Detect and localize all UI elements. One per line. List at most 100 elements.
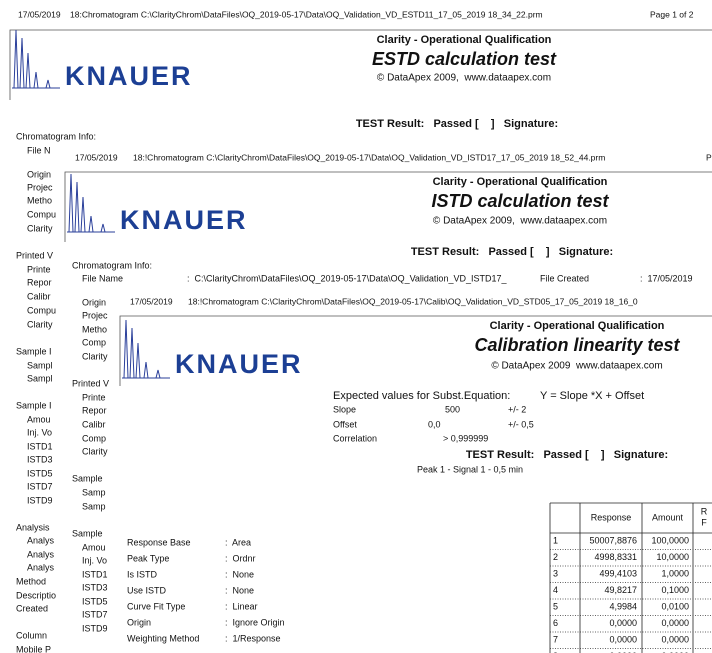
setting-value: : 1/Response — [225, 633, 281, 643]
logo-text: KNAUER — [175, 349, 303, 379]
info-label: Chromatogram Info: — [72, 260, 152, 270]
equation-formula: Y = Slope *X + Offset — [540, 390, 644, 402]
peak-caption: Peak 1 - Signal 1 - 0,5 min — [417, 464, 523, 474]
logo-text: KNAUER — [120, 205, 248, 235]
equation-cell: +/- 2 — [508, 404, 526, 414]
info-label: ISTD1 — [82, 569, 108, 579]
table-header: F — [701, 517, 707, 527]
equation-heading: Expected values for Subst.Equation: — [333, 390, 510, 402]
info-label: Sample — [72, 528, 103, 538]
info-label: Descriptio — [16, 590, 56, 600]
table-cell: 1,0000 — [661, 569, 689, 579]
info-label: Analys — [27, 562, 55, 572]
page-sheet — [120, 292, 712, 653]
setting-value: : Linear — [225, 601, 258, 611]
table-cell: 1 — [553, 536, 558, 546]
copyright: © DataApex 2009, www.dataapex.com — [377, 73, 551, 84]
box-border — [9, 29, 712, 100]
header-path: 18:!Chromatogram C:\ClarityChrom\DataFil… — [133, 152, 605, 162]
table-header: R — [701, 506, 708, 516]
title: ISTD calculation test — [431, 191, 609, 211]
info-label: Calibr — [82, 419, 106, 429]
table-cell: 0,0000 — [609, 651, 637, 653]
info-label: Analys — [27, 535, 55, 545]
table-cell: 4 — [553, 585, 558, 595]
file-name-value: : C:\ClarityChrom\DataFiles\OQ_2019-05-1… — [187, 273, 507, 283]
equation-cell: 500 — [445, 404, 460, 414]
info-label: ISTD7 — [27, 481, 53, 491]
equation-cell: Correlation — [333, 433, 377, 443]
info-label: Calibr — [27, 291, 51, 301]
info-label: ISTD3 — [27, 454, 53, 464]
info-label: Chromatogram Info: — [16, 131, 96, 141]
setting-label: Curve Fit Type — [127, 601, 185, 611]
info-label: ISTD9 — [82, 623, 108, 633]
info-label: Repor — [82, 405, 107, 415]
info-label: Created — [16, 603, 48, 613]
table-header: Amount — [652, 512, 684, 522]
info-label: Projec — [82, 310, 108, 320]
info-label: Samp — [82, 501, 106, 511]
setting-value: : None — [225, 585, 254, 595]
info-label: Column — [16, 630, 47, 640]
setting-label: Use ISTD — [127, 585, 167, 595]
logo-text: KNAUER — [65, 61, 193, 91]
info-label: Clarity — [27, 319, 53, 329]
info-label: Sample I — [16, 400, 52, 410]
product: Clarity - Operational Qualification — [377, 34, 552, 46]
info-label: Sampl — [27, 360, 53, 370]
table-cell: 0,0100 — [661, 602, 689, 612]
table-cell: 0,0000 — [661, 618, 689, 628]
info-label: ISTD5 — [82, 596, 108, 606]
test-result: TEST Result: Passed [ ] Signature: — [356, 118, 558, 130]
title: Calibration linearity test — [474, 335, 680, 355]
info-label: Inj. Vo — [27, 427, 52, 437]
table-cell: 0,1000 — [661, 585, 689, 595]
info-label: Repor — [27, 277, 52, 287]
setting-label: Origin — [127, 617, 151, 627]
logo-peaks — [67, 173, 115, 233]
info-label: ISTD9 — [27, 495, 53, 505]
setting-label: Response Base — [127, 537, 191, 547]
setting-value: : Ordnr — [225, 553, 256, 563]
info-label: Inj. Vo — [82, 555, 107, 565]
info-label: Comp — [82, 433, 106, 443]
info-label: Mobile P — [16, 644, 51, 653]
setting-label: Is ISTD — [127, 569, 158, 579]
info-label: ISTD5 — [27, 468, 53, 478]
table-cell: 499,4103 — [599, 569, 637, 579]
equation-cell: Offset — [333, 419, 357, 429]
info-label: Projec — [27, 182, 53, 192]
header-date: 17/05/2019 — [75, 152, 118, 162]
info-label: Sampl — [27, 373, 53, 383]
logo-peaks — [122, 319, 170, 379]
test-result: TEST Result: Passed [ ] Signature: — [411, 246, 613, 258]
info-label: Printed V — [72, 378, 109, 388]
info-label: ISTD3 — [82, 582, 108, 592]
equation-cell: +/- 0,5 — [508, 419, 534, 429]
info-label: Printed V — [16, 250, 53, 260]
info-label: Analysis — [16, 522, 50, 532]
title: ESTD calculation test — [372, 49, 557, 69]
info-label: Analys — [27, 549, 55, 559]
setting-label: Peak Type — [127, 553, 169, 563]
setting-label: Weighting Method — [127, 633, 199, 643]
header-path: 18:!Chromatogram C:\ClarityChrom\DataFil… — [188, 296, 638, 306]
table-header: Response — [591, 512, 632, 522]
table-cell: 50007,8876 — [589, 536, 637, 546]
equation-cell: > 0,999999 — [443, 433, 488, 443]
product: Clarity - Operational Qualification — [433, 176, 608, 188]
info-label: ISTD1 — [27, 441, 53, 451]
info-label: Origin — [82, 297, 106, 307]
table-cell: 6 — [553, 618, 558, 628]
table-cell: 2 — [553, 552, 558, 562]
info-label: Clarity — [82, 351, 108, 361]
info-label: Amou — [82, 542, 106, 552]
info-label: File N — [27, 145, 51, 155]
info-label: Sample — [72, 473, 103, 483]
equation-cell: Slope — [333, 404, 356, 414]
info-label: Metho — [27, 195, 52, 205]
